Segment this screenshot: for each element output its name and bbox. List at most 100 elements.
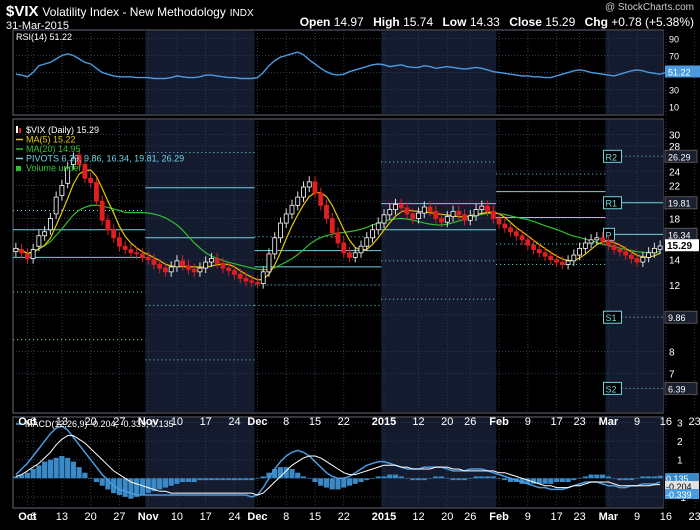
macd-hist-bar: [611, 478, 617, 479]
candle-body: [375, 222, 381, 231]
macd-hist-bar: [519, 478, 525, 484]
month-shade: [145, 418, 255, 507]
macd-hist-bar: [24, 472, 30, 479]
x-axis-label: 20: [441, 416, 453, 428]
candle: [197, 262, 203, 277]
macd-hist-bar: [646, 476, 652, 479]
macd-hist-bar: [226, 478, 232, 481]
macd-hist-bar: [387, 474, 393, 479]
candle-body: [559, 261, 565, 265]
x-axis-label: 22: [338, 416, 350, 428]
x-axis-label: 26: [464, 416, 476, 428]
candle-body: [76, 154, 82, 165]
rsi-tick-label: 30: [669, 86, 679, 96]
macd-hist-bar: [266, 472, 272, 479]
candle: [341, 237, 347, 258]
candle: [93, 176, 99, 207]
pivot-tag: [602, 149, 622, 163]
x-axis-label: 20: [85, 416, 97, 428]
candle-body: [111, 229, 117, 239]
x-axis-label: 10: [171, 416, 183, 428]
macd-hist-bar: [134, 478, 140, 497]
candle: [157, 258, 163, 274]
macd-hist-bar: [530, 478, 537, 484]
macd-hist-bar: [42, 461, 48, 479]
candle: [519, 230, 525, 245]
macd-hist-bar: [433, 476, 439, 479]
macd-hist-bar: [410, 478, 416, 481]
macd-hist-bar: [496, 478, 502, 479]
macd-hist-bar: [93, 478, 99, 482]
macd-hist-bar: [346, 478, 353, 486]
macd-hist-bar: [364, 478, 370, 481]
candle-body: [82, 164, 88, 179]
candle: [381, 209, 387, 229]
candle: [393, 198, 398, 215]
macd-last-badge: [665, 489, 699, 499]
candle-body: [404, 207, 410, 215]
candle-body: [151, 259, 157, 265]
candle: [536, 243, 542, 258]
x-axis-label: 13: [56, 416, 68, 428]
candle: [36, 230, 42, 252]
candle: [301, 181, 306, 203]
candle-body: [421, 206, 427, 214]
macd-hist-bar: [260, 476, 266, 479]
macd-hist-bar: [70, 461, 76, 479]
candle: [249, 275, 255, 288]
candle: [47, 212, 53, 235]
candle: [600, 232, 606, 246]
candle-body: [439, 218, 444, 223]
macd-last-badge: [665, 481, 699, 491]
macd-hist-bar: [594, 474, 600, 479]
candle: [651, 242, 657, 258]
candle: [82, 158, 88, 184]
macd-hist-bar: [507, 478, 514, 482]
candle: [122, 240, 128, 255]
macd-hist-bar: [329, 478, 335, 490]
watermark: @ StockCharts.com: [604, 2, 694, 13]
candle-body: [456, 210, 462, 216]
candle: [433, 205, 439, 224]
macd-hist-bar: [237, 478, 243, 481]
pivot-value-label: 6.39: [668, 384, 686, 394]
x-axis-label: 23: [573, 416, 585, 428]
macd-hist-bar: [59, 456, 65, 479]
price-tick-label: 12: [669, 281, 681, 292]
candle: [577, 242, 583, 261]
candle: [588, 234, 594, 248]
candle-body: [99, 200, 105, 221]
macd-hist-bar: [191, 478, 197, 482]
candle-body: [634, 258, 640, 263]
candle-body: [657, 245, 663, 250]
candle-body: [209, 258, 214, 263]
candle: [134, 247, 140, 259]
macd-hist-bar: [105, 478, 111, 490]
candle: [76, 149, 82, 170]
candle-body: [88, 177, 94, 183]
candle-body: [243, 277, 249, 282]
macd-hist-bar: [162, 478, 169, 488]
candle: [243, 272, 249, 286]
macd-hist-bar: [289, 469, 295, 479]
x-axis-label: 24: [228, 511, 240, 523]
macd-hist-bar: [174, 478, 180, 484]
macd-hist-bar: [19, 474, 25, 479]
x-axis-label: 23: [689, 511, 700, 523]
candle: [278, 217, 283, 243]
macd-hist-bar: [157, 478, 163, 490]
candle-body: [24, 253, 30, 259]
candle: [358, 240, 364, 258]
macd-hist-bar: [82, 472, 88, 479]
chg-value: +0.78 (+5.38%): [611, 15, 694, 29]
macd-hist-bar: [13, 476, 19, 479]
price-tick-label: 18: [669, 214, 681, 225]
x-axis-label: 27: [113, 416, 125, 428]
candle-body: [272, 237, 278, 255]
macd-hist-bar: [427, 478, 433, 479]
month-shade: [381, 120, 497, 412]
candle-body: [565, 260, 571, 265]
x-axis-label: Dec: [247, 511, 267, 523]
macd-hist-bar: [623, 478, 629, 481]
